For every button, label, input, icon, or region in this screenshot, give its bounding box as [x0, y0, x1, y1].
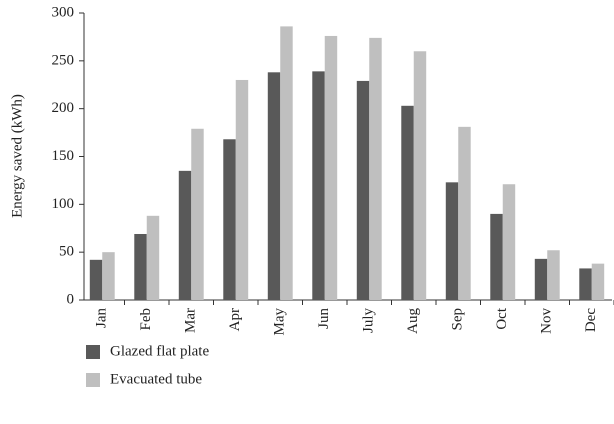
bar [445, 182, 459, 300]
legend-swatch [86, 373, 100, 387]
bar [490, 213, 503, 300]
x-tick-label: Dec [583, 308, 599, 332]
x-tick-label: Mar [183, 308, 199, 333]
x-tick-label: Sep [450, 308, 466, 331]
bar [458, 126, 471, 301]
bar [324, 35, 338, 301]
bar [591, 263, 605, 300]
legend-swatch [86, 345, 100, 359]
bar [401, 105, 414, 301]
bar [267, 72, 281, 301]
x-tick-label: May [272, 308, 288, 336]
y-tick-label: 300 [52, 4, 75, 20]
y-tick-label: 0 [67, 291, 75, 307]
bar [312, 71, 325, 301]
x-tick-label: July [361, 308, 377, 334]
x-tick-label: Nov [539, 308, 555, 334]
bar [356, 80, 370, 300]
y-tick-label: 250 [52, 52, 75, 68]
bar [280, 26, 293, 300]
bar [235, 79, 249, 300]
bar [534, 258, 548, 300]
bar [579, 268, 592, 300]
x-tick-label: Jan [94, 308, 110, 328]
y-tick-label: 50 [59, 244, 74, 260]
bar [191, 128, 204, 300]
x-tick-label: Aug [405, 308, 421, 334]
bar [134, 233, 147, 300]
legend-label: Evacuated tube [110, 371, 202, 387]
x-tick-label: Apr [227, 308, 243, 331]
bar [502, 184, 516, 300]
y-tick-label: 100 [52, 196, 75, 212]
bar [102, 252, 115, 300]
bar [146, 215, 160, 300]
bar [413, 51, 427, 301]
y-tick-label: 150 [52, 148, 75, 164]
x-tick-label: Feb [138, 308, 154, 331]
bar [178, 170, 192, 300]
y-axis-label: Energy saved (kWh) [9, 94, 25, 218]
x-tick-label: Jun [316, 308, 332, 329]
x-tick-label: Oct [494, 307, 510, 329]
bar [89, 259, 103, 300]
legend-label: Glazed flat plate [110, 343, 209, 359]
bar [547, 250, 560, 300]
bar [369, 37, 382, 301]
y-tick-label: 200 [52, 100, 75, 116]
bar [223, 139, 236, 300]
